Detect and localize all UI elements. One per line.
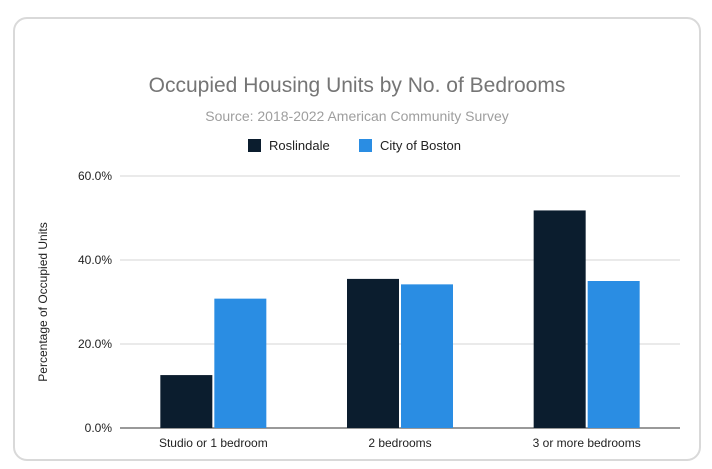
x-tick-label: Studio or 1 bedroom [159,436,268,450]
bar-city-of-boston-3-or-more-bedrooms [587,281,640,428]
x-tick-labels: Studio or 1 bedroom 2 bedrooms 3 or more b… [159,436,641,450]
y-axis-label: Percentage of Occupied Units [36,222,50,381]
legend: Roslindale City of Boston [248,138,461,153]
legend-label-city-of-boston: City of Boston [380,138,461,153]
x-tick-label: 2 bedrooms [368,436,431,450]
chart-title: Occupied Housing Units by No. of Bedroom… [149,74,566,97]
legend-swatch-roslindale [248,139,261,152]
y-tick-label: 20.0% [78,337,112,351]
legend-label-roslindale: Roslindale [269,138,330,153]
bar-roslindale-studio-or-1-bedroom [160,375,213,428]
gridlines [120,175,680,429]
chart-subtitle: Source: 2018-2022 American Community Sur… [205,108,508,124]
y-tick-label: 40.0% [78,253,112,267]
bar-city-of-boston-studio-or-1-bedroom [214,298,267,428]
bar-roslindale-3-or-more-bedrooms [533,210,586,428]
x-tick-label: 3 or more bedrooms [533,436,641,450]
y-tick-label: 60.0% [78,169,112,183]
bars [160,210,640,428]
bar-city-of-boston-2-bedrooms [401,284,453,428]
legend-swatch-city-of-boston [359,139,372,152]
bar-roslindale-2-bedrooms [347,278,399,428]
y-tick-labels: 0.0% 20.0% 40.0% 60.0% [78,169,112,435]
y-tick-label: 0.0% [85,421,113,435]
